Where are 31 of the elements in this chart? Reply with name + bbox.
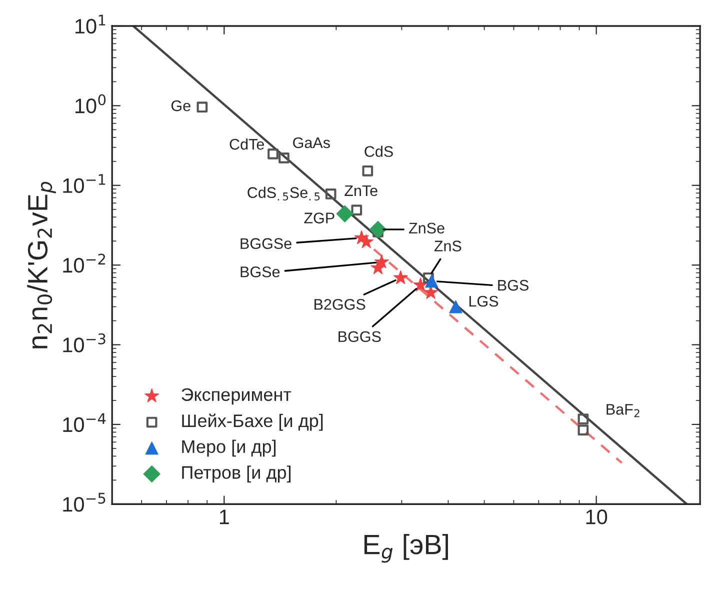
annotation: CdTe [230,138,264,150]
annotation: BGGS [338,331,381,342]
annotation: BaF$_{2}$ [606,404,640,418]
legend-label: Меро [и др] [182,440,276,457]
annotation: GaAs [293,137,330,148]
y-tick-label: 10$^{−4}$ [63,413,106,432]
annotation: CdS [364,146,393,157]
annotation: BGS [498,280,528,291]
annotation: CdS$_{.5}$Se$_{.5}$ [248,186,320,201]
annotation: BGSe [240,266,280,278]
y-tick-label: 10$^{−2}$ [63,254,106,273]
y-axis-title: n$_{2}$n$_{0}$/K'G$_{2}$vE$_{p}$ [27,182,56,348]
annotation: Ge [171,100,190,112]
annotation: ZnS [434,240,462,252]
annotation: ZnTe [344,185,378,196]
y-tick-label: 10$^{−3}$ [63,333,106,352]
legend-label: Шейх-Бахе [и др] [182,414,323,431]
annotation: ZGP [304,212,334,224]
legend-label: Эксперимент [182,388,292,405]
x-tick-label: 10 [586,510,608,524]
annotation: B2GGS [314,298,366,310]
annotation: BGGSe [240,238,292,249]
x-tick-label: 1 [220,510,229,524]
y-tick-label: 10$^{−5}$ [63,492,106,512]
x-axis-title: E$_{g}$ [эВ] [364,534,448,563]
annotation: LGS [469,296,498,307]
y-tick-label: 10$^{−1}$ [63,174,106,193]
y-tick-label: 10$^{0}$ [75,94,106,114]
y-tick-label: 10$^{1}$ [75,14,106,34]
legend-label: Петров [и др] [182,466,290,482]
annotation: ZnSe [408,222,444,234]
